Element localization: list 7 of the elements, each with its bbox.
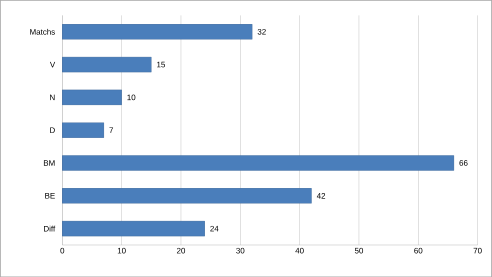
bar — [62, 24, 252, 40]
bar — [62, 220, 205, 236]
bar — [62, 90, 122, 105]
bar — [62, 155, 454, 171]
bar — [62, 122, 104, 138]
bar — [62, 188, 312, 204]
bar — [62, 56, 152, 72]
